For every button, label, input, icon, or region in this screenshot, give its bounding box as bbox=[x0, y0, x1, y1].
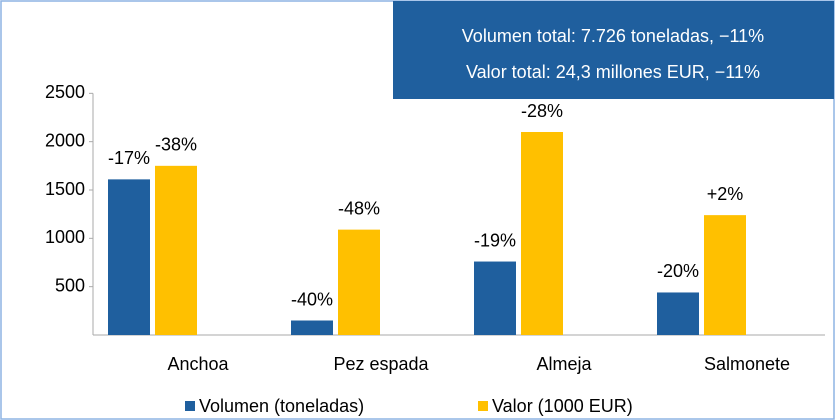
bar bbox=[155, 165, 197, 335]
x-tick-label: Anchoa bbox=[167, 354, 229, 374]
change-label: -40% bbox=[291, 289, 333, 309]
bar bbox=[474, 261, 516, 335]
y-tick-label: 500 bbox=[55, 275, 85, 295]
change-label: -20% bbox=[657, 261, 699, 281]
bar bbox=[657, 292, 699, 335]
change-label: -48% bbox=[338, 198, 380, 218]
change-label: -38% bbox=[155, 135, 197, 155]
annotation: Volumen total: 7.726 toneladas, −11% bbox=[462, 26, 764, 46]
annotation: Valor total: 24,3 millones EUR, −11% bbox=[466, 62, 760, 82]
change-label: +2% bbox=[707, 184, 744, 204]
legend-label: Volumen (toneladas) bbox=[199, 396, 364, 416]
y-tick-label: 1500 bbox=[45, 179, 85, 199]
legend-label: Valor (1000 EUR) bbox=[492, 396, 633, 416]
y-tick-label: 1000 bbox=[45, 227, 85, 247]
annotation-box bbox=[393, 1, 834, 99]
x-tick-label: Salmonete bbox=[704, 354, 790, 374]
change-label: -17% bbox=[108, 148, 150, 168]
y-tick-label: 2500 bbox=[45, 82, 85, 102]
x-tick-label: Pez espada bbox=[333, 354, 429, 374]
change-label: -19% bbox=[474, 230, 516, 250]
bar bbox=[704, 215, 746, 335]
bar bbox=[108, 179, 150, 335]
bar bbox=[291, 320, 333, 335]
x-tick-label: Almeja bbox=[536, 354, 592, 374]
bar bbox=[338, 229, 380, 335]
y-tick-label: 2000 bbox=[45, 130, 85, 150]
change-label: -28% bbox=[521, 101, 563, 121]
bar bbox=[521, 132, 563, 335]
legend-swatch bbox=[185, 401, 195, 411]
legend-swatch bbox=[478, 401, 488, 411]
